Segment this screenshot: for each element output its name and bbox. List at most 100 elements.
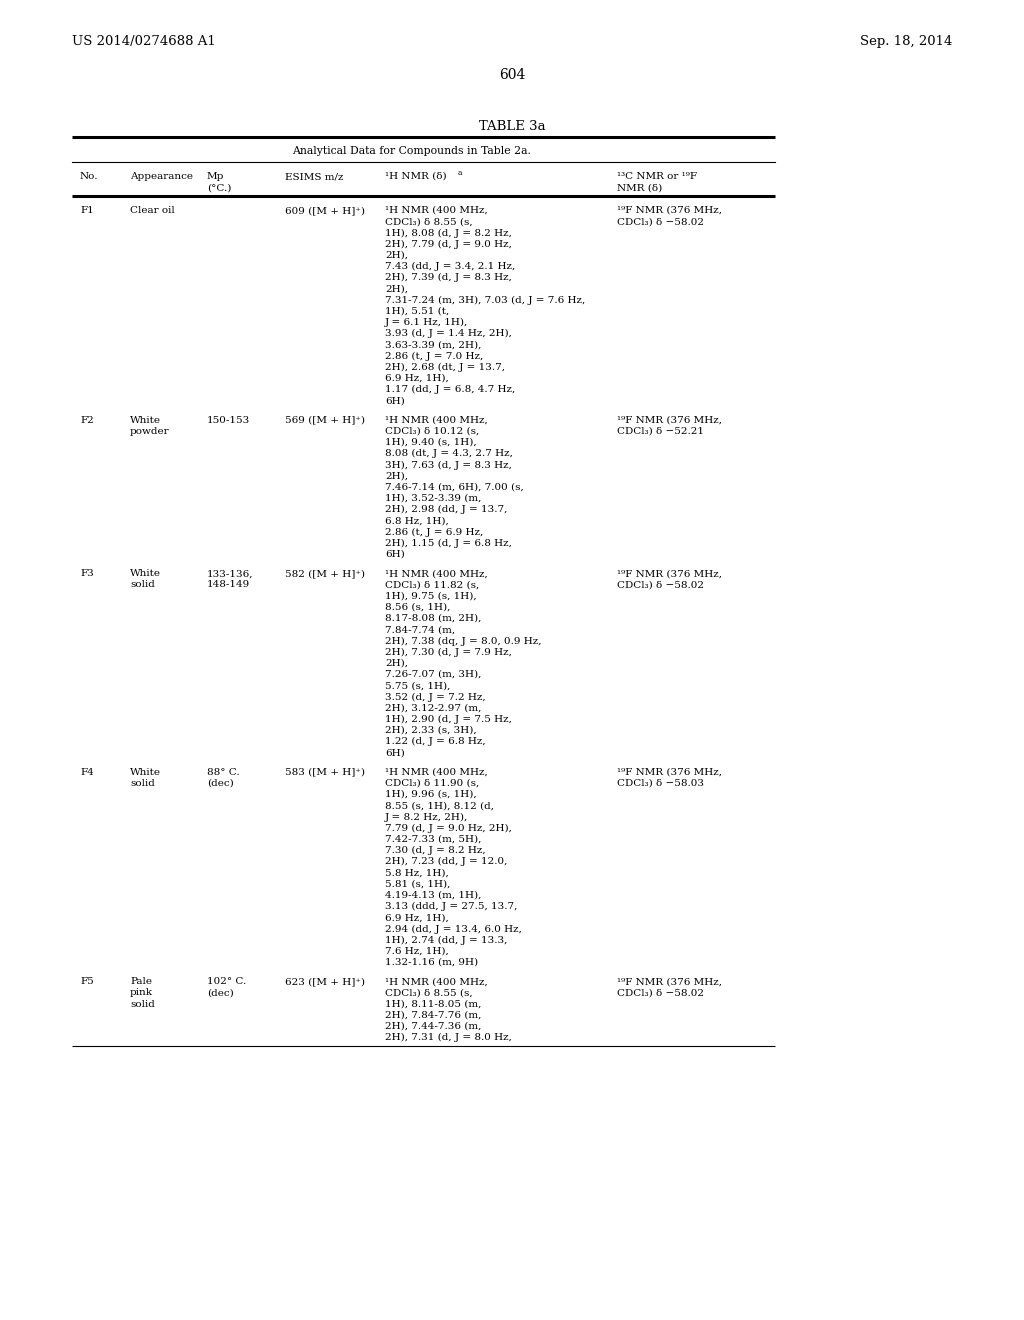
Text: 5.75 (s, 1H),: 5.75 (s, 1H), bbox=[385, 681, 451, 690]
Text: Appearance: Appearance bbox=[130, 172, 193, 181]
Text: J = 8.2 Hz, 2H),: J = 8.2 Hz, 2H), bbox=[385, 812, 468, 821]
Text: 6.8 Hz, 1H),: 6.8 Hz, 1H), bbox=[385, 516, 449, 525]
Text: 102° C.: 102° C. bbox=[207, 977, 246, 986]
Text: 1H), 8.11-8.05 (m,: 1H), 8.11-8.05 (m, bbox=[385, 999, 481, 1008]
Text: 2H), 7.84-7.76 (m,: 2H), 7.84-7.76 (m, bbox=[385, 1011, 481, 1020]
Text: 7.79 (d, J = 9.0 Hz, 2H),: 7.79 (d, J = 9.0 Hz, 2H), bbox=[385, 824, 512, 833]
Text: 6H): 6H) bbox=[385, 396, 404, 405]
Text: ¹⁹F NMR (376 MHz,: ¹⁹F NMR (376 MHz, bbox=[617, 977, 722, 986]
Text: 6.9 Hz, 1H),: 6.9 Hz, 1H), bbox=[385, 374, 449, 383]
Text: 1H), 8.08 (d, J = 8.2 Hz,: 1H), 8.08 (d, J = 8.2 Hz, bbox=[385, 228, 512, 238]
Text: CDCl₃) δ −52.21: CDCl₃) δ −52.21 bbox=[617, 426, 705, 436]
Text: ¹H NMR (400 MHz,: ¹H NMR (400 MHz, bbox=[385, 977, 487, 986]
Text: CDCl₃) δ −58.02: CDCl₃) δ −58.02 bbox=[617, 218, 705, 226]
Text: CDCl₃) δ 10.12 (s,: CDCl₃) δ 10.12 (s, bbox=[385, 426, 479, 436]
Text: solid: solid bbox=[130, 999, 155, 1008]
Text: (dec): (dec) bbox=[207, 779, 233, 788]
Text: 7.42-7.33 (m, 5H),: 7.42-7.33 (m, 5H), bbox=[385, 834, 481, 843]
Text: 569 ([M + H]⁺): 569 ([M + H]⁺) bbox=[285, 416, 365, 425]
Text: 623 ([M + H]⁺): 623 ([M + H]⁺) bbox=[285, 977, 365, 986]
Text: 133-136,: 133-136, bbox=[207, 569, 254, 578]
Text: 582 ([M + H]⁺): 582 ([M + H]⁺) bbox=[285, 569, 365, 578]
Text: TABLE 3a: TABLE 3a bbox=[478, 120, 546, 133]
Text: 5.8 Hz, 1H),: 5.8 Hz, 1H), bbox=[385, 869, 449, 878]
Text: 148-149: 148-149 bbox=[207, 581, 250, 590]
Text: F2: F2 bbox=[80, 416, 94, 425]
Text: 1H), 5.51 (t,: 1H), 5.51 (t, bbox=[385, 306, 450, 315]
Text: J = 6.1 Hz, 1H),: J = 6.1 Hz, 1H), bbox=[385, 318, 468, 327]
Text: 2H),: 2H), bbox=[385, 659, 408, 668]
Text: 2H), 3.12-2.97 (m,: 2H), 3.12-2.97 (m, bbox=[385, 704, 481, 713]
Text: solid: solid bbox=[130, 581, 155, 590]
Text: ¹⁹F NMR (376 MHz,: ¹⁹F NMR (376 MHz, bbox=[617, 768, 722, 776]
Text: CDCl₃) δ 8.55 (s,: CDCl₃) δ 8.55 (s, bbox=[385, 218, 473, 226]
Text: 1H), 2.74 (dd, J = 13.3,: 1H), 2.74 (dd, J = 13.3, bbox=[385, 936, 507, 945]
Text: 2H), 7.30 (d, J = 7.9 Hz,: 2H), 7.30 (d, J = 7.9 Hz, bbox=[385, 648, 512, 657]
Text: 1H), 9.40 (s, 1H),: 1H), 9.40 (s, 1H), bbox=[385, 438, 476, 447]
Text: 2H),: 2H), bbox=[385, 471, 408, 480]
Text: 8.56 (s, 1H),: 8.56 (s, 1H), bbox=[385, 603, 451, 611]
Text: CDCl₃) δ −58.02: CDCl₃) δ −58.02 bbox=[617, 581, 705, 590]
Text: 583 ([M + H]⁺): 583 ([M + H]⁺) bbox=[285, 768, 365, 776]
Text: 1H), 3.52-3.39 (m,: 1H), 3.52-3.39 (m, bbox=[385, 494, 481, 503]
Text: 3.52 (d, J = 7.2 Hz,: 3.52 (d, J = 7.2 Hz, bbox=[385, 693, 485, 701]
Text: CDCl₃) δ −58.03: CDCl₃) δ −58.03 bbox=[617, 779, 705, 788]
Text: CDCl₃) δ 8.55 (s,: CDCl₃) δ 8.55 (s, bbox=[385, 989, 473, 998]
Text: powder: powder bbox=[130, 426, 170, 436]
Text: 3.63-3.39 (m, 2H),: 3.63-3.39 (m, 2H), bbox=[385, 341, 481, 350]
Text: 2H), 7.31 (d, J = 8.0 Hz,: 2H), 7.31 (d, J = 8.0 Hz, bbox=[385, 1034, 512, 1043]
Text: 7.31-7.24 (m, 3H), 7.03 (d, J = 7.6 Hz,: 7.31-7.24 (m, 3H), 7.03 (d, J = 7.6 Hz, bbox=[385, 296, 586, 305]
Text: ¹H NMR (400 MHz,: ¹H NMR (400 MHz, bbox=[385, 569, 487, 578]
Text: 7.46-7.14 (m, 6H), 7.00 (s,: 7.46-7.14 (m, 6H), 7.00 (s, bbox=[385, 483, 523, 492]
Text: ¹H NMR (δ): ¹H NMR (δ) bbox=[385, 172, 446, 181]
Text: F5: F5 bbox=[80, 977, 94, 986]
Text: 6H): 6H) bbox=[385, 748, 404, 758]
Text: 1.32-1.16 (m, 9H): 1.32-1.16 (m, 9H) bbox=[385, 958, 478, 968]
Text: White: White bbox=[130, 569, 161, 578]
Text: 2H), 7.23 (dd, J = 12.0,: 2H), 7.23 (dd, J = 12.0, bbox=[385, 857, 507, 866]
Text: 2H), 1.15 (d, J = 6.8 Hz,: 2H), 1.15 (d, J = 6.8 Hz, bbox=[385, 539, 512, 548]
Text: 1.22 (d, J = 6.8 Hz,: 1.22 (d, J = 6.8 Hz, bbox=[385, 737, 485, 746]
Text: solid: solid bbox=[130, 779, 155, 788]
Text: CDCl₃) δ 11.82 (s,: CDCl₃) δ 11.82 (s, bbox=[385, 581, 479, 590]
Text: ESIMS m/z: ESIMS m/z bbox=[285, 172, 343, 181]
Text: F4: F4 bbox=[80, 768, 94, 776]
Text: ¹H NMR (400 MHz,: ¹H NMR (400 MHz, bbox=[385, 416, 487, 425]
Text: 1H), 9.96 (s, 1H),: 1H), 9.96 (s, 1H), bbox=[385, 789, 476, 799]
Text: 7.84-7.74 (m,: 7.84-7.74 (m, bbox=[385, 626, 455, 634]
Text: 3.93 (d, J = 1.4 Hz, 2H),: 3.93 (d, J = 1.4 Hz, 2H), bbox=[385, 329, 512, 338]
Text: 1.17 (dd, J = 6.8, 4.7 Hz,: 1.17 (dd, J = 6.8, 4.7 Hz, bbox=[385, 385, 515, 395]
Text: 2.86 (t, J = 6.9 Hz,: 2.86 (t, J = 6.9 Hz, bbox=[385, 528, 483, 537]
Text: 4.19-4.13 (m, 1H),: 4.19-4.13 (m, 1H), bbox=[385, 891, 481, 900]
Text: ¹H NMR (400 MHz,: ¹H NMR (400 MHz, bbox=[385, 768, 487, 776]
Text: CDCl₃) δ 11.90 (s,: CDCl₃) δ 11.90 (s, bbox=[385, 779, 479, 788]
Text: ¹⁹F NMR (376 MHz,: ¹⁹F NMR (376 MHz, bbox=[617, 206, 722, 215]
Text: 2H), 2.98 (dd, J = 13.7,: 2H), 2.98 (dd, J = 13.7, bbox=[385, 506, 507, 515]
Text: 3.13 (ddd, J = 27.5, 13.7,: 3.13 (ddd, J = 27.5, 13.7, bbox=[385, 902, 517, 911]
Text: 2H),: 2H), bbox=[385, 251, 408, 260]
Text: 6H): 6H) bbox=[385, 550, 404, 558]
Text: ¹³C NMR or ¹⁹F: ¹³C NMR or ¹⁹F bbox=[617, 172, 697, 181]
Text: 2H),: 2H), bbox=[385, 284, 408, 293]
Text: Analytical Data for Compounds in Table 2a.: Analytical Data for Compounds in Table 2… bbox=[293, 147, 531, 156]
Text: a: a bbox=[458, 169, 463, 177]
Text: 88° C.: 88° C. bbox=[207, 768, 240, 776]
Text: 1H), 9.75 (s, 1H),: 1H), 9.75 (s, 1H), bbox=[385, 591, 476, 601]
Text: 8.55 (s, 1H), 8.12 (d,: 8.55 (s, 1H), 8.12 (d, bbox=[385, 801, 494, 810]
Text: (dec): (dec) bbox=[207, 989, 233, 998]
Text: Sep. 18, 2014: Sep. 18, 2014 bbox=[859, 36, 952, 48]
Text: ¹⁹F NMR (376 MHz,: ¹⁹F NMR (376 MHz, bbox=[617, 416, 722, 425]
Text: 7.6 Hz, 1H),: 7.6 Hz, 1H), bbox=[385, 946, 449, 956]
Text: ¹⁹F NMR (376 MHz,: ¹⁹F NMR (376 MHz, bbox=[617, 569, 722, 578]
Text: 8.08 (dt, J = 4.3, 2.7 Hz,: 8.08 (dt, J = 4.3, 2.7 Hz, bbox=[385, 449, 513, 458]
Text: CDCl₃) δ −58.02: CDCl₃) δ −58.02 bbox=[617, 989, 705, 998]
Text: 609 ([M + H]⁺): 609 ([M + H]⁺) bbox=[285, 206, 365, 215]
Text: 7.30 (d, J = 8.2 Hz,: 7.30 (d, J = 8.2 Hz, bbox=[385, 846, 485, 855]
Text: NMR (δ): NMR (δ) bbox=[617, 183, 663, 193]
Text: 7.43 (dd, J = 3.4, 2.1 Hz,: 7.43 (dd, J = 3.4, 2.1 Hz, bbox=[385, 261, 515, 271]
Text: US 2014/0274688 A1: US 2014/0274688 A1 bbox=[72, 36, 216, 48]
Text: White: White bbox=[130, 768, 161, 776]
Text: 2H), 7.38 (dq, J = 8.0, 0.9 Hz,: 2H), 7.38 (dq, J = 8.0, 0.9 Hz, bbox=[385, 636, 542, 645]
Text: 6.9 Hz, 1H),: 6.9 Hz, 1H), bbox=[385, 913, 449, 923]
Text: F3: F3 bbox=[80, 569, 94, 578]
